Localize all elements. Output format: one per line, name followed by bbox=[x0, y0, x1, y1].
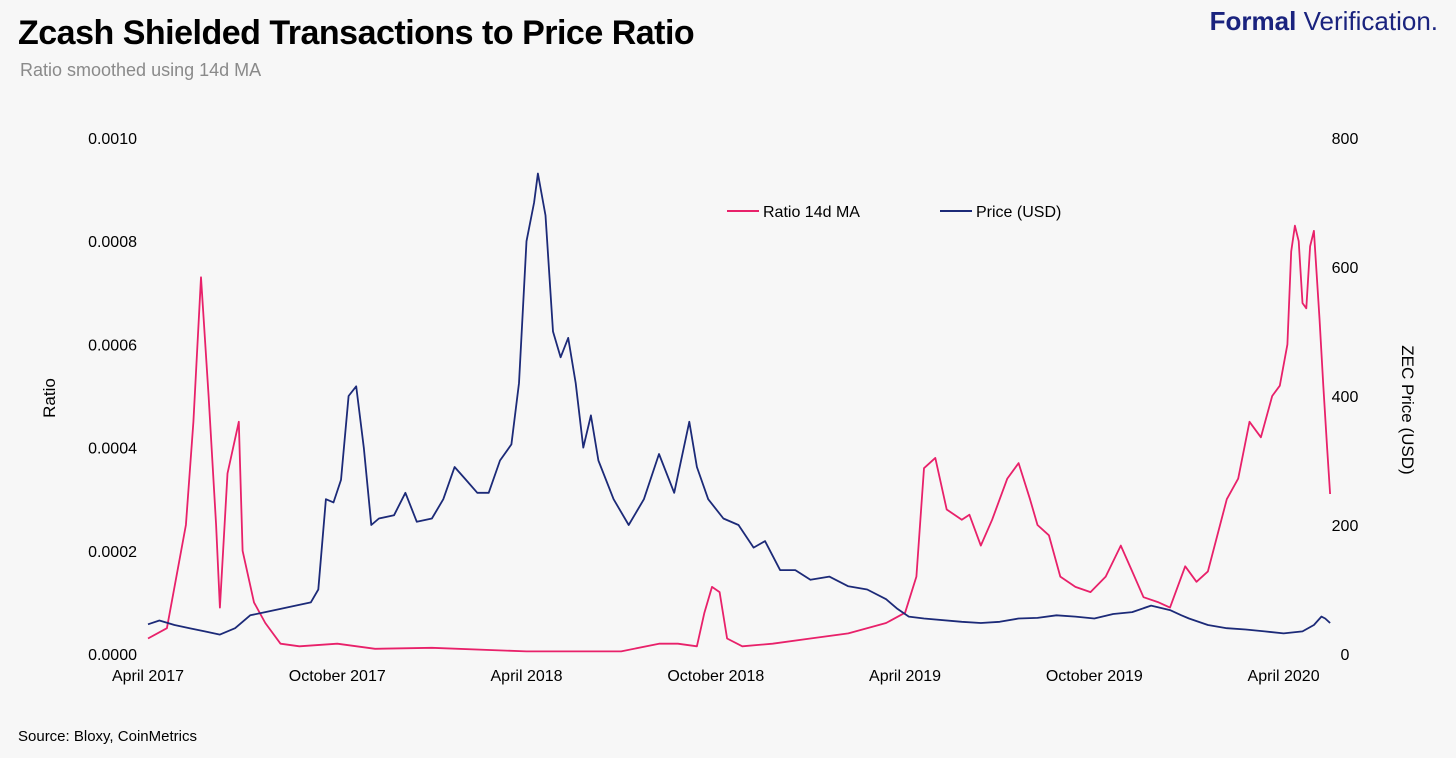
brand-logo-light: Verification. bbox=[1303, 6, 1438, 36]
y-right-tick-label: 200 bbox=[1332, 518, 1359, 535]
x-tick-label: October 2017 bbox=[289, 668, 386, 685]
legend-item-price-label: Price (USD) bbox=[976, 204, 1061, 221]
chart-title: Zcash Shielded Transactions to Price Rat… bbox=[18, 14, 695, 52]
x-tick-label: April 2019 bbox=[869, 668, 941, 685]
y-left-tick-label: 0.0010 bbox=[88, 131, 137, 148]
y-left-tick-label: 0.0004 bbox=[88, 441, 137, 458]
y-left-tick-label: 0.0002 bbox=[88, 544, 137, 561]
x-tick-label: October 2019 bbox=[1046, 668, 1143, 685]
ratio-series-line bbox=[147, 224, 1331, 653]
y-right-tick-label: 800 bbox=[1332, 131, 1359, 148]
y-right-tick-label: 0 bbox=[1341, 647, 1350, 664]
price-series-line bbox=[147, 172, 1331, 636]
y-left-tick-label: 0.0000 bbox=[88, 647, 137, 664]
legend: Ratio 14d MA Price (USD) bbox=[727, 204, 1061, 221]
brand-logo-strong: Formal bbox=[1209, 6, 1297, 36]
y-right-axis-label: ZEC Price (USD) bbox=[1398, 345, 1417, 474]
y-right-tick-label: 400 bbox=[1332, 389, 1359, 406]
series-layer bbox=[147, 172, 1331, 653]
y-left-axis-label: Ratio bbox=[40, 378, 59, 418]
chart-subtitle: Ratio smoothed using 14d MA bbox=[20, 60, 262, 80]
x-tick-label: April 2020 bbox=[1248, 668, 1320, 685]
y-left-ticks: 0.0000 0.0002 0.0004 0.0006 0.0008 0.0010 bbox=[88, 131, 137, 664]
y-right-ticks: 0 200 400 600 800 bbox=[1332, 131, 1359, 664]
x-tick-label: April 2018 bbox=[491, 668, 563, 685]
x-tick-label: October 2018 bbox=[667, 668, 764, 685]
x-tick-label: April 2017 bbox=[112, 668, 184, 685]
source-note: Source: Bloxy, CoinMetrics bbox=[18, 728, 197, 745]
y-left-tick-label: 0.0008 bbox=[88, 234, 137, 251]
y-left-tick-label: 0.0006 bbox=[88, 337, 137, 354]
x-ticks: April 2017 October 2017 April 2018 October … bbox=[112, 668, 1320, 685]
y-right-tick-label: 600 bbox=[1332, 260, 1359, 277]
brand-logo: Formal Verification. bbox=[1210, 6, 1438, 37]
legend-item-ratio-label: Ratio 14d MA bbox=[763, 204, 860, 221]
